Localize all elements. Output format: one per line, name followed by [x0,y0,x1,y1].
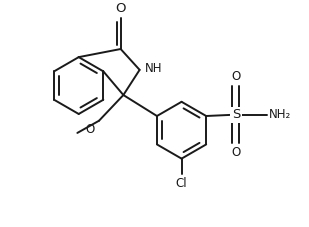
Text: O: O [231,70,241,83]
Text: O: O [116,2,126,15]
Text: S: S [232,108,240,121]
Text: Cl: Cl [176,177,187,190]
Text: NH₂: NH₂ [269,108,291,121]
Text: NH: NH [145,62,162,75]
Text: O: O [86,123,95,136]
Text: O: O [231,146,241,159]
